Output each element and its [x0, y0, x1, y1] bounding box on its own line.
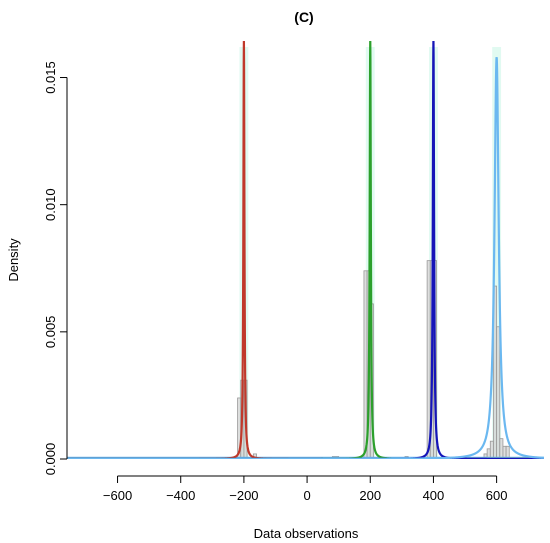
- component-band-4: [492, 47, 502, 459]
- y-tick-label-4: 0.015: [43, 61, 58, 94]
- y-axis-label: Density: [6, 238, 21, 282]
- density-curve-4: [67, 57, 544, 459]
- plot-area: [67, 41, 544, 459]
- chart-title: (C): [294, 9, 313, 25]
- x-tick-label-4: 0: [303, 488, 310, 503]
- x-axis-label: Data observations: [254, 526, 359, 541]
- density-curve-3: [67, 41, 544, 459]
- axes: 0.000 0.005 0.010 0.015 −600 −400 −200 0 200 400 6…: [43, 61, 507, 503]
- x-tick-label-6: 400: [423, 488, 445, 503]
- x-tick-label-5: 200: [359, 488, 381, 503]
- density-curve-2: [67, 41, 544, 459]
- x-tick-label-3: −200: [229, 488, 258, 503]
- density-curve-1: [67, 41, 544, 459]
- y-tick-label-1: 0.000: [43, 443, 58, 476]
- y-tick-label-3: 0.010: [43, 188, 58, 221]
- histogram-bar-18: [496, 326, 501, 459]
- histogram-bar-16: [489, 440, 494, 459]
- x-tick-label-1: −600: [103, 488, 132, 503]
- histogram-bar-19: [499, 438, 504, 459]
- y-tick-label-2: 0.005: [43, 316, 58, 349]
- x-tick-label-2: −400: [166, 488, 195, 503]
- x-tick-label-7: 600: [486, 488, 508, 503]
